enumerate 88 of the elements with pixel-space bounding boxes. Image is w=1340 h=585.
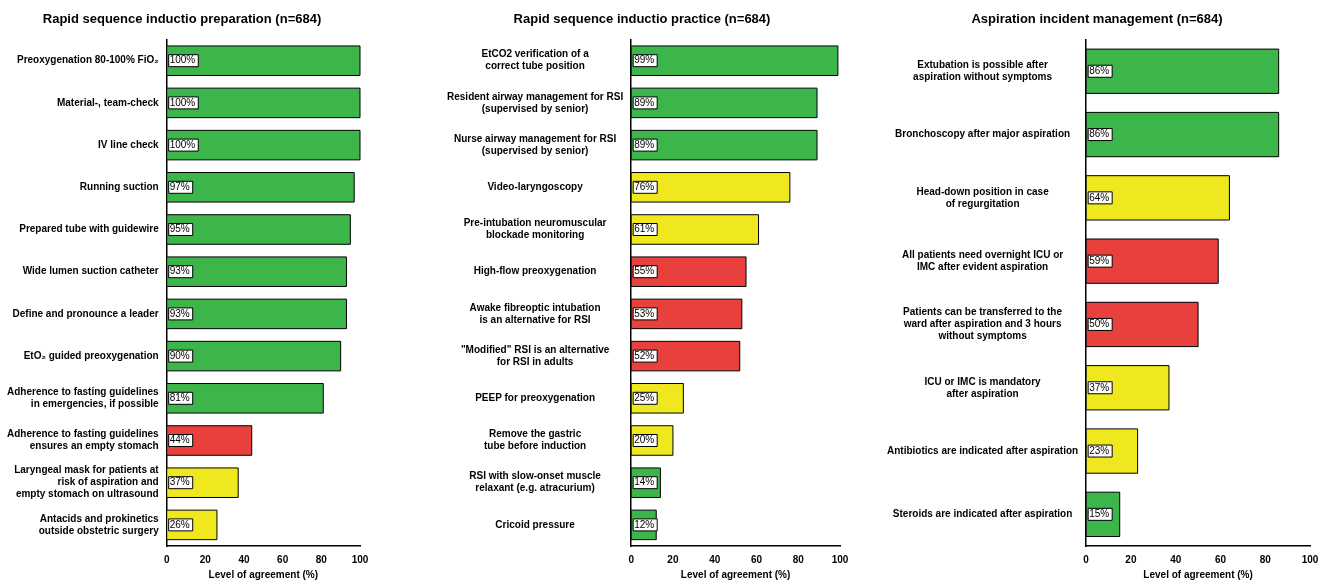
y-tick-label: Pre-intubation neuromuscular blockade monitoring	[463, 217, 607, 241]
data-label: 37%	[1089, 381, 1110, 393]
data-label: 15%	[1089, 508, 1110, 520]
y-tick-label: Antibiotics are indicated after aspiration	[887, 444, 1079, 456]
y-tick-label: IV line check	[98, 138, 160, 150]
y-tick-label: Video-laryngoscopy	[487, 181, 584, 193]
y-tick-label: "Modified" RSI is an alternative for RSI in adults	[460, 343, 610, 367]
x-tick-label: 100	[1301, 553, 1319, 565]
data-label: 20%	[634, 434, 655, 446]
data-label: 37%	[169, 476, 190, 488]
data-label: 93%	[169, 307, 190, 319]
data-label: 50%	[1089, 318, 1110, 330]
x-tick-label: 0	[628, 553, 635, 565]
y-tick-label: Define and pronounce a leader	[12, 307, 159, 319]
x-tick-label: 20	[199, 553, 212, 565]
data-label: 86%	[1089, 65, 1110, 76]
data-label: 100%	[169, 54, 196, 66]
x-tick-label: 20	[1125, 553, 1137, 565]
y-tick-label: Remove the gastric tube before induction	[483, 428, 587, 452]
y-tick-label: ICU or IMC is mandatory after aspiration	[924, 375, 1042, 399]
y-tick-label: EtO₂ guided preoxygenation	[23, 349, 159, 361]
data-label: 55%	[634, 265, 655, 277]
data-label: 23%	[1089, 444, 1110, 456]
y-tick-label: Antacids and prokinetics outside obstetric surgery	[38, 512, 160, 536]
data-label: 64%	[1089, 191, 1110, 203]
x-tick-label: 80	[792, 553, 805, 565]
y-tick-label: Steroids are indicated after aspiration	[892, 508, 1073, 520]
x-tick-label: 20	[667, 553, 679, 565]
data-label: 100%	[169, 96, 196, 108]
y-tick-label: Head-down position in case of regurgitation	[916, 185, 1050, 209]
data-label: 12%	[634, 518, 655, 530]
x-tick-label: 80	[315, 553, 328, 565]
x-axis-title: Level of agreement (%)	[1143, 568, 1253, 580]
data-label: 90%	[169, 349, 190, 361]
data-label: 89%	[634, 96, 655, 108]
data-label: 53%	[634, 307, 655, 319]
data-label: 52%	[634, 349, 655, 361]
x-tick-label: 80	[1259, 553, 1272, 565]
data-label: 25%	[634, 392, 655, 404]
y-tick-label: Prepared tube with guidewire	[19, 223, 160, 235]
y-tick-label: Adherence to fasting guidelines in emergencies, if possible	[6, 386, 160, 410]
y-tick-label: Extubation is possible after aspiration without symptoms	[913, 59, 1053, 82]
data-label: 95%	[169, 223, 190, 235]
y-tick-label: EtCO2 verification of a correct tube position	[481, 48, 590, 72]
x-tick-label: 40	[238, 553, 251, 565]
data-label: 44%	[169, 434, 190, 446]
y-tick-label: Nurse airway management for RSI (supervised by senior)	[453, 132, 617, 156]
data-label: 81%	[169, 392, 190, 404]
data-label: 76%	[634, 181, 655, 193]
data-label: 97%	[169, 181, 190, 193]
data-label: 14%	[634, 476, 655, 488]
x-tick-label: 100	[351, 553, 369, 565]
y-tick-label: Resident airway management for RSI (supervised by senior)	[447, 90, 624, 114]
chart-title: Rapid sequence inductio practice (n=684)	[513, 11, 771, 27]
chart-title: Aspiration incident management (n=684)	[971, 11, 1223, 27]
data-label: 93%	[169, 265, 190, 277]
x-tick-label: 60	[277, 553, 289, 565]
data-label: 100%	[169, 138, 196, 150]
y-tick-label: PEEP for preoxygenation	[475, 392, 595, 404]
x-tick-label: 60	[1214, 553, 1227, 565]
chart-title: Rapid sequence inductio preparation (n=684)	[42, 11, 322, 27]
x-axis-title: Level of agreement (%)	[680, 568, 791, 580]
y-tick-label: Running suction	[79, 181, 159, 193]
data-label: 61%	[634, 223, 655, 235]
data-label: 86%	[1089, 128, 1110, 140]
x-tick-label: 40	[709, 553, 721, 565]
y-tick-label: RSI with slow-onset muscle relaxant (e.g. atracurium)	[469, 470, 602, 494]
y-tick-label: Bronchoscopy after major aspiration	[895, 128, 1071, 140]
data-label: 26%	[169, 518, 190, 530]
data-label: 89%	[634, 138, 655, 150]
y-tick-label: Preoxygenation 80-100% FiO₂	[16, 54, 159, 66]
y-tick-label: Laryngeal mask for patients at risk of aspiration and empty stomach on ultrasound	[14, 464, 160, 500]
y-tick-label: Material-, team-check	[56, 96, 160, 108]
x-tick-label: 60	[750, 553, 763, 565]
y-tick-label: Adherence to fasting guidelines ensures an empty stomach	[6, 428, 160, 452]
y-tick-label: Patients can be transferred to the ward after aspiration and 3 hours without symptoms	[902, 306, 1063, 342]
x-tick-label: 40	[1170, 553, 1182, 565]
y-tick-label: All patients need overnight ICU or IMC after evident aspiration	[902, 248, 1064, 272]
y-tick-label: High-flow preoxygenation	[473, 265, 597, 277]
x-tick-label: 0	[163, 553, 170, 565]
data-label: 59%	[1089, 254, 1110, 266]
x-tick-label: 0	[1083, 553, 1090, 565]
y-tick-label: Wide lumen suction catheter	[22, 265, 159, 277]
data-label: 99%	[634, 54, 655, 66]
y-tick-label: Awake fibreoptic intubation is an alternative for RSI	[469, 301, 601, 325]
x-axis-title: Level of agreement (%)	[208, 568, 319, 580]
y-tick-label: Cricoid pressure	[495, 518, 576, 530]
x-tick-label: 100	[831, 553, 849, 565]
